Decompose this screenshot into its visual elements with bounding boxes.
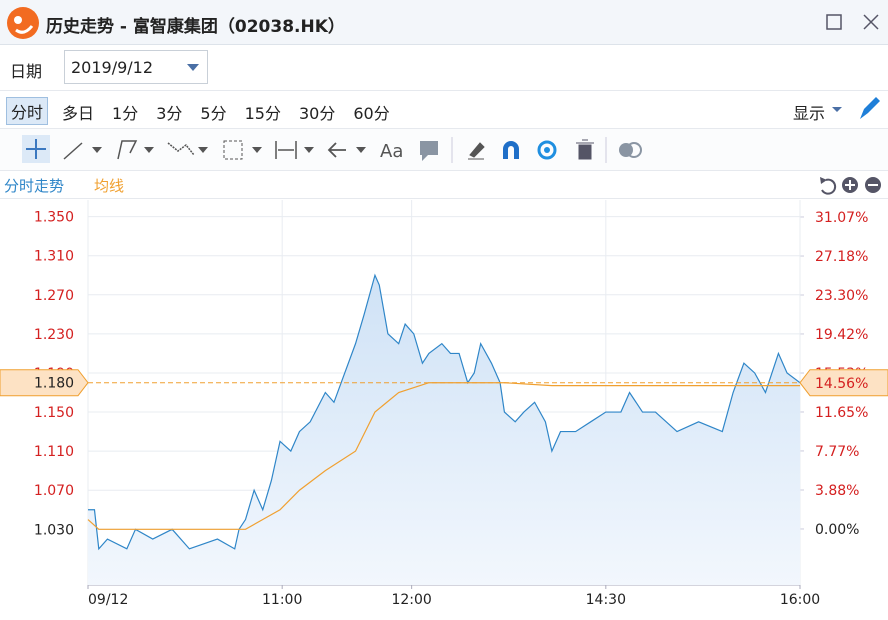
y2-tick-label: 7.77% (815, 444, 859, 460)
drawing-toolbar: Aa (0, 129, 888, 171)
window-controls (826, 14, 879, 30)
legend-row: 分时走势 均线 (0, 171, 888, 199)
app-icon (7, 7, 39, 39)
close-button[interactable] (863, 14, 879, 30)
y-tick-label: 1.110 (34, 444, 74, 460)
toolbar-icons: Aa (22, 135, 642, 163)
y2-tick-label: 23.30% (815, 288, 868, 304)
date-value: 2019/9/12 (71, 58, 154, 77)
price-area (88, 275, 800, 585)
legend-entry: 分时走势 (4, 177, 65, 195)
range-tool[interactable] (275, 141, 297, 159)
y2-tick-label: 0.00% (815, 522, 859, 538)
display-menu[interactable]: 显示 (793, 104, 826, 123)
legend-entry: 均线 (94, 177, 125, 195)
date-row: 日期 2019/9/12 (0, 45, 888, 91)
x-tick-label: 11:00 (262, 592, 302, 608)
fib-tool[interactable] (223, 140, 243, 160)
channel-tool[interactable] (117, 140, 138, 160)
zoom-controls (820, 177, 881, 195)
display-icons (832, 97, 880, 119)
period-tab[interactable]: 60分 (353, 104, 390, 123)
chart: 1.0301.0701.1101.1501.1901.2301.2701.310… (0, 200, 888, 608)
window-title: 历史走势 - 富智康集团（02038.HK） (46, 17, 345, 37)
delete-tool[interactable] (576, 139, 594, 160)
period-tab[interactable]: 多日 (62, 104, 95, 123)
y-tick-label: 1.310 (34, 249, 74, 265)
period-tabs: 显示 分时 多日 1分 3分 5分 15分 30分 60分 (0, 91, 888, 129)
last-change-box (799, 369, 888, 397)
x-tick-label: 16:00 (780, 592, 820, 608)
date-label: 日期 (10, 62, 43, 81)
reset-button[interactable] (821, 178, 837, 195)
price-line (88, 273, 801, 551)
y2-tick-label: 11.65% (815, 405, 868, 421)
wave-tool[interactable] (167, 142, 195, 156)
y2-tick-label: 31.07% (815, 210, 868, 226)
x-tick-label: 12:00 (391, 592, 431, 608)
comment-tool[interactable] (420, 141, 438, 161)
view-tool[interactable] (537, 140, 557, 160)
magnet-tool[interactable] (503, 141, 519, 159)
y2-tick-label: 3.88% (815, 483, 859, 499)
period-tab[interactable]: 30分 (298, 104, 336, 123)
pen-tool[interactable] (468, 142, 485, 160)
arrow-tool[interactable] (327, 142, 346, 158)
average-line (87, 382, 800, 530)
text-tool[interactable]: Aa (380, 141, 403, 162)
x-tick-label: 09/12 (88, 592, 128, 608)
period-tab[interactable]: 5分 (200, 104, 227, 123)
period-tab[interactable]: 分时 (6, 97, 49, 125)
y-tick-label: 1.270 (34, 288, 74, 304)
title-bar: 历史走势 - 富智康集团（02038.HK） (0, 0, 888, 45)
y-tick-label: 1.070 (34, 483, 74, 499)
date-picker[interactable]: 2019/9/12 (64, 50, 208, 84)
y-tick-label: 1.230 (34, 327, 74, 343)
last-price-box (0, 369, 89, 397)
period-tab[interactable]: 1分 (112, 104, 139, 123)
y-tick-label: 1.350 (34, 210, 74, 226)
last-price-label: 1.180 (34, 376, 74, 392)
y2-tick-label: 19.42% (815, 327, 868, 343)
period-tab[interactable]: 3分 (156, 104, 183, 123)
maximize-button[interactable] (826, 14, 842, 30)
period-tab[interactable]: 15分 (244, 104, 281, 123)
dropdown-arrow (187, 64, 199, 71)
y-tick-label: 1.150 (34, 405, 74, 421)
y-tick-label: 1.030 (34, 522, 74, 538)
y2-tick-label: 27.18% (815, 249, 868, 265)
line-tool[interactable] (63, 142, 83, 160)
last-change-label: 14.56% (815, 376, 868, 392)
x-tick-label: 14:30 (586, 592, 626, 608)
